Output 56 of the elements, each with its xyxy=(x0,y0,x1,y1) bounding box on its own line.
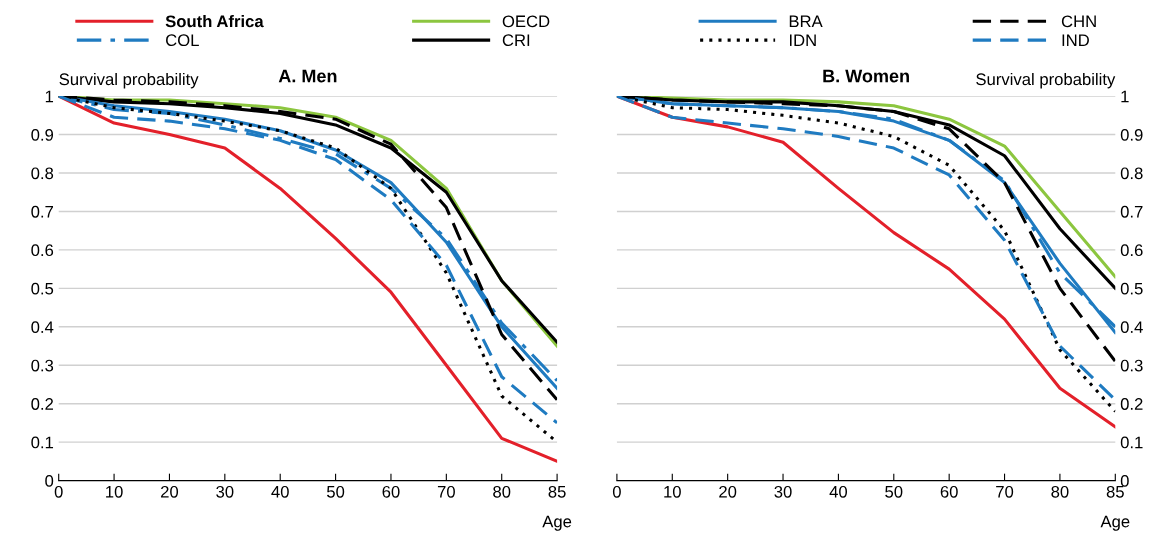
legend-label: CHN xyxy=(1061,15,1096,28)
x-tick-label: 60 xyxy=(382,485,400,498)
y-axis-title: Survival probability xyxy=(976,72,1116,89)
x-tick-label: 30 xyxy=(216,485,234,498)
x-tick-label: 85 xyxy=(1106,485,1124,498)
x-tick-label: 50 xyxy=(885,485,903,498)
x-tick-label: 0 xyxy=(612,485,621,498)
y-tick-label: 0.2 xyxy=(31,398,53,410)
y-tick-label: 0.1 xyxy=(31,436,54,449)
y-tick-label: 0.7 xyxy=(31,205,53,218)
y-axis-title: Survival probability xyxy=(59,72,199,89)
y-tick-label: 0.6 xyxy=(31,244,54,257)
y-tick-label: 0.1 xyxy=(1120,436,1143,449)
y-tick-label: 0.5 xyxy=(1120,282,1143,295)
chart-title: A. Men xyxy=(278,69,337,83)
y-tick-label: 0.7 xyxy=(1120,205,1143,218)
legend-label: BRA xyxy=(789,15,823,28)
x-tick-label: 70 xyxy=(996,485,1014,498)
x-tick-label: 50 xyxy=(326,485,345,498)
legend-label: IDN xyxy=(789,34,816,46)
y-tick-label: 0.5 xyxy=(31,282,54,295)
y-tick-label: 0.9 xyxy=(31,128,54,141)
x-tick-label: 0 xyxy=(54,485,63,498)
x-tick-label: 20 xyxy=(161,485,179,498)
x-tick-label: 30 xyxy=(774,485,792,498)
x-tick-label: 10 xyxy=(664,485,681,498)
y-tick-label: 0.3 xyxy=(1120,359,1143,372)
y-tick-label: 0.9 xyxy=(1120,128,1143,141)
x-tick-label: 20 xyxy=(719,485,737,498)
y-tick-label: 0 xyxy=(45,475,54,487)
chart-title: B. Women xyxy=(823,69,909,83)
y-tick-label: 0 xyxy=(1120,475,1129,487)
legend-label: CRI xyxy=(502,34,530,47)
x-tick-label: 70 xyxy=(437,485,455,498)
x-tick-label: 85 xyxy=(548,485,566,498)
x-tick-label: 80 xyxy=(493,485,511,498)
y-tick-label: 0.8 xyxy=(1120,167,1143,180)
y-tick-label: 0.4 xyxy=(31,321,54,334)
legend-label: IND xyxy=(1062,34,1089,46)
x-tick-label: 40 xyxy=(829,485,848,498)
x-axis-title: Age xyxy=(542,515,572,531)
x-tick-label: 10 xyxy=(106,485,123,498)
legend-label: OECD xyxy=(502,15,550,28)
legend-label: COL xyxy=(166,34,199,47)
y-tick-label: 0.3 xyxy=(31,359,54,372)
y-tick-label: 1 xyxy=(45,90,54,103)
y-tick-label: 0.2 xyxy=(1120,398,1143,410)
x-tick-label: 60 xyxy=(940,485,958,498)
x-tick-label: 80 xyxy=(1051,485,1069,498)
y-tick-label: 0.4 xyxy=(1120,321,1143,334)
y-tick-label: 0.6 xyxy=(1120,244,1143,257)
x-tick-label: 40 xyxy=(271,485,289,498)
x-axis-title: Age xyxy=(1100,515,1130,531)
legend-label: South Africa xyxy=(165,15,264,28)
y-tick-label: 1 xyxy=(1121,90,1129,103)
y-tick-label: 0.8 xyxy=(31,167,54,180)
